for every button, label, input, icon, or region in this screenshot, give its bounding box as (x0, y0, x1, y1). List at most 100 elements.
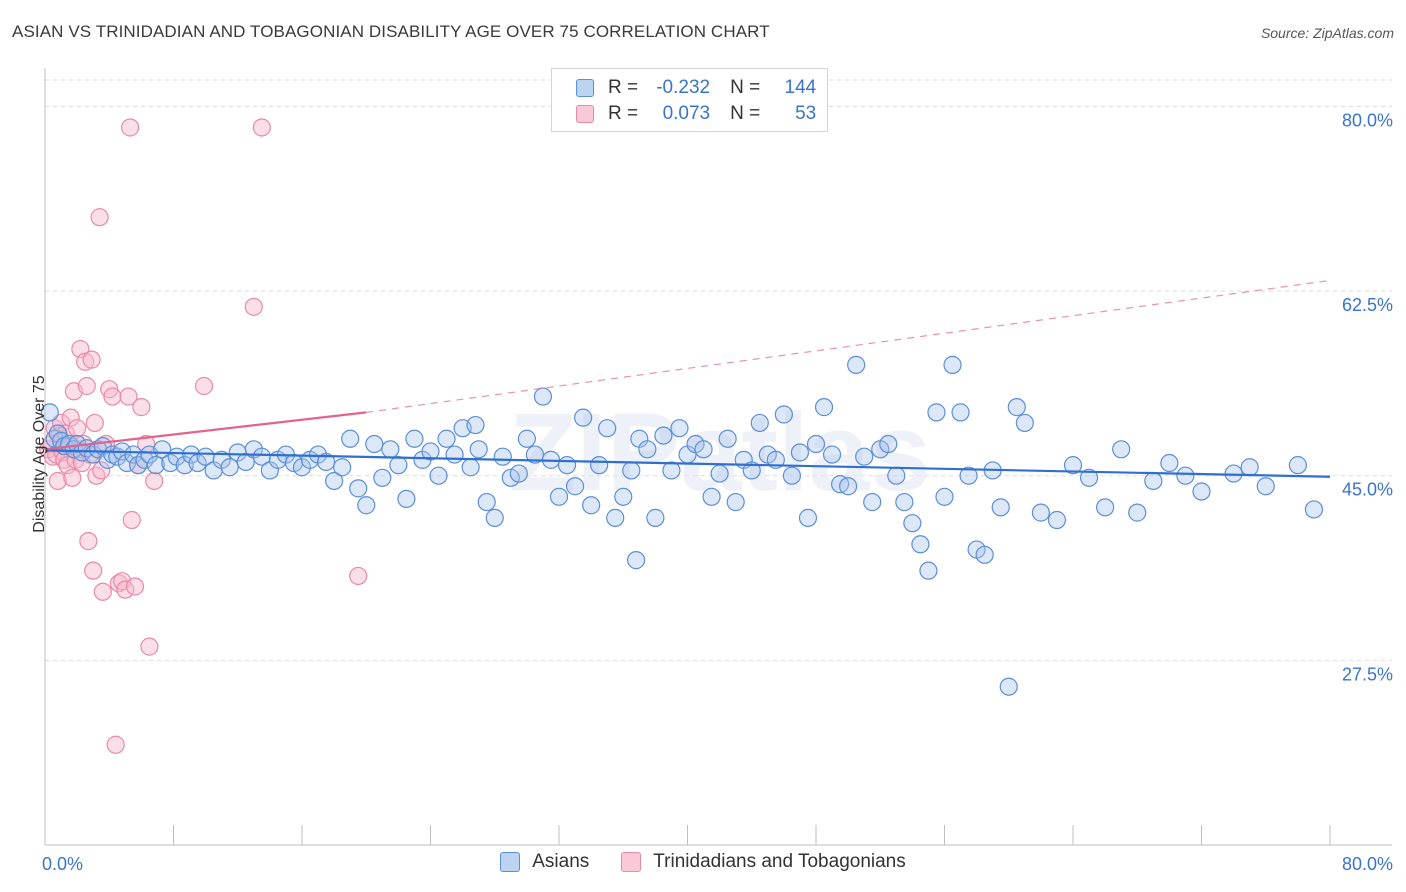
data-point-asian (839, 477, 858, 496)
data-point-asian (477, 492, 496, 512)
data-point-trinidadian (61, 408, 80, 427)
legend-swatch-blue (576, 79, 594, 97)
data-point-asian (565, 477, 585, 496)
data-point-asian (517, 429, 536, 448)
data-point-asian (822, 445, 842, 464)
data-point-asian (40, 403, 59, 422)
data-point-asian (935, 487, 954, 506)
data-point-asian (951, 403, 970, 422)
data-point-trinidadian (252, 118, 271, 137)
data-point-asian (1176, 466, 1195, 485)
legend-n-label: N = (730, 77, 761, 98)
data-point-asian (798, 508, 818, 527)
data-point-asian (863, 492, 882, 512)
tick-labels: 27.5% 45.0% 62.5% 80.0% 0.0% 80.0% (42, 110, 1393, 874)
data-point-trinidadian (93, 582, 112, 601)
data-point-trinidadian (92, 461, 111, 480)
y-axis-label: Disability Age Over 75 (31, 375, 48, 533)
data-point-asian (220, 458, 239, 477)
data-point-asian (1128, 503, 1147, 522)
data-point-asian (582, 496, 601, 515)
legend-swatch-blue (500, 852, 521, 872)
data-point-trinidadian (68, 419, 87, 438)
chart-title: ASIAN VS TRINIDADIAN AND TOBAGONIAN DISA… (12, 22, 770, 41)
data-point-trinidadian (194, 376, 214, 396)
blue-points (40, 355, 1324, 696)
data-point-asian (646, 508, 665, 527)
data-point-asian (638, 440, 657, 459)
data-point-asian (325, 471, 344, 491)
data-point-trinidadian (84, 561, 103, 580)
data-point-asian (373, 468, 392, 487)
data-point-asian (790, 443, 810, 462)
data-point-asian (1192, 482, 1211, 501)
data-point-asian (766, 450, 785, 469)
data-point-trinidadian (85, 413, 104, 433)
data-point-asian (389, 456, 408, 475)
data-point-asian (806, 434, 826, 454)
data-point-asian (855, 447, 874, 466)
data-point-asian (557, 456, 577, 475)
data-point-asian (316, 452, 336, 472)
data-point-asian (718, 429, 737, 448)
y-tick-label: 80.0% (1342, 110, 1393, 130)
gridlines (45, 79, 1392, 661)
data-point-asian (959, 466, 978, 485)
data-point-trinidadian (106, 735, 125, 754)
data-point-trinidadian (90, 208, 109, 227)
data-point-asian (590, 456, 609, 475)
data-point-asian (919, 561, 938, 580)
data-point-asian (943, 355, 962, 374)
legend-row-asians: R = -0.232 N = 144 (576, 76, 816, 100)
legend-label-trinidadians: Trinidadians and Tobagonians (653, 851, 906, 872)
data-point-trinidadian (125, 577, 145, 596)
data-point-asian (726, 492, 745, 512)
data-point-asian (124, 445, 143, 464)
data-point-trinidadian (103, 387, 122, 406)
data-point-asian (357, 496, 376, 515)
data-point-asian (509, 464, 528, 483)
data-point-asian (1079, 468, 1099, 487)
data-point-trinidadian (116, 580, 135, 599)
data-point-trinidadian (51, 413, 71, 433)
legend-n-value: 53 (795, 103, 817, 124)
data-point-asian (742, 461, 761, 480)
data-point-asian (437, 429, 456, 448)
y-tick-label: 45.0% (1342, 480, 1393, 500)
data-point-trinidadian (140, 637, 159, 656)
data-point-asian (991, 498, 1010, 517)
data-point-asian (349, 479, 368, 498)
data-point-trinidadian (63, 468, 82, 487)
data-point-asian (469, 440, 488, 459)
data-point-asian (1007, 398, 1026, 417)
data-point-asian (999, 677, 1018, 696)
data-point-trinidadian (48, 471, 67, 491)
data-point-asian (341, 429, 360, 448)
data-point-asian (1063, 456, 1083, 475)
bottom-legend: Asians Trinidadians and Tobagonians (0, 851, 1406, 873)
trendlines (44, 279, 1331, 478)
legend-r-value: 0.073 (662, 103, 711, 124)
data-point-asian (1304, 500, 1324, 519)
pink-points (39, 118, 368, 754)
data-point-asian (895, 492, 914, 512)
data-point-trinidadian (82, 350, 101, 369)
data-point-asian (466, 415, 485, 435)
legend-item-asians[interactable]: Asians (500, 851, 589, 873)
data-point-asian (626, 551, 646, 570)
data-point-asian (903, 514, 922, 533)
trendline-asians (44, 449, 1331, 478)
legend-item-trinidadians[interactable]: Trinidadians and Tobagonians (621, 851, 906, 873)
data-point-asian (662, 461, 681, 480)
data-point-asian (975, 545, 994, 564)
legend-swatch-pink (621, 852, 642, 872)
legend-row-trinidadians: R = 0.073 N = 53 (576, 102, 816, 126)
data-point-asian (1112, 440, 1131, 459)
data-point-asian (1031, 503, 1050, 522)
data-point-asian (782, 466, 802, 485)
source-label: Source: ZipAtlas.com (1260, 25, 1394, 41)
data-point-asian (702, 487, 721, 506)
data-point-asian (614, 487, 633, 506)
data-point-asian (493, 447, 512, 466)
